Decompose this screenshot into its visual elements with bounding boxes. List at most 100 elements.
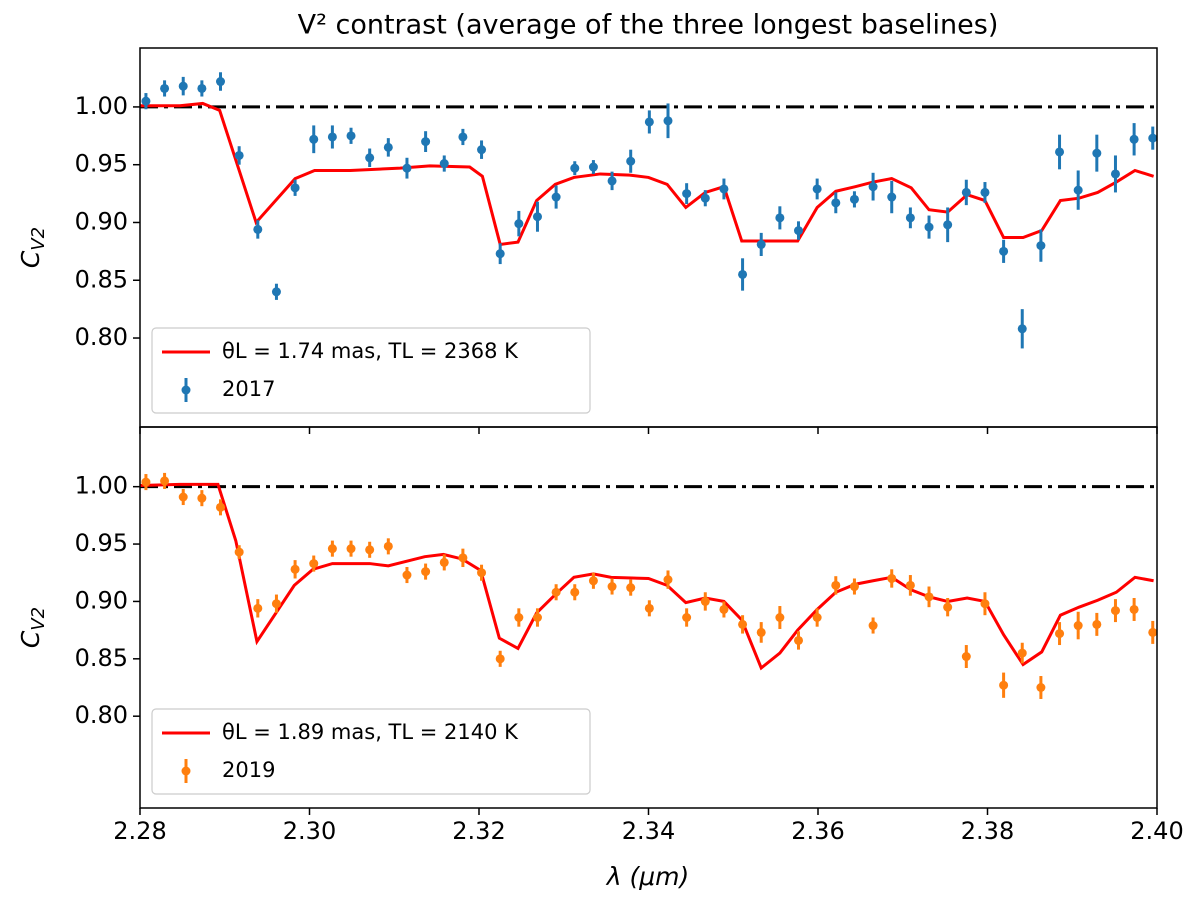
data-point [1129,604,1139,614]
data-point [197,83,207,93]
data-point [458,553,468,563]
data-point [644,117,654,127]
data-point [1073,621,1083,631]
data-point [1110,606,1120,616]
y-tick-label: 1.00 [75,472,128,500]
data-point [309,134,319,144]
axes-frame [139,426,1158,809]
legend-label: 2019 [222,758,275,782]
data-point [271,287,281,297]
data-point [178,81,188,91]
data-point [607,176,617,186]
data-point [458,132,468,142]
data-point [216,77,226,87]
data-point [980,187,990,197]
data-point [663,575,673,585]
data-point [514,613,524,622]
data-point [439,159,449,169]
data-point [271,599,281,609]
data-point [1110,169,1120,179]
data-point [868,182,878,192]
chart-title: V² contrast (average of the three longes… [298,10,999,41]
data-point [365,545,375,555]
data-point [141,477,151,487]
y-tick-label: 1.00 [75,92,128,120]
data-point [216,502,226,512]
data-point [290,564,300,574]
data-point [943,602,953,612]
data-point [700,193,710,203]
data-point [160,476,170,486]
data-point [477,568,487,578]
data-point [532,613,542,622]
x-axis-label: λ (μm) [605,862,690,891]
data-point [1148,133,1157,143]
y-label-main: C [16,630,45,648]
y-axis-label: CV2 [16,607,49,648]
data-point [495,654,505,664]
y-tick-label: 0.85 [75,265,128,293]
y-label-sub: V2 [28,227,49,251]
data-point [682,189,692,199]
x-tick-label: 2.28 [113,817,166,845]
data-point [253,603,263,613]
legend-box [151,327,591,414]
data-point [570,587,580,597]
legend-label: 2017 [222,377,275,401]
data-point [439,557,449,567]
x-tick-label: 2.34 [622,817,675,845]
y-tick-label: 0.80 [75,701,128,729]
data-point [775,213,785,223]
data-point [980,599,990,609]
data-point [943,220,953,230]
data-point [327,544,337,554]
data-point [234,547,244,557]
data-point [700,596,710,606]
data-point [253,224,263,234]
data-point [346,544,356,554]
data-point [514,219,524,229]
data-point [532,212,542,222]
x-tick-label: 2.38 [961,817,1014,845]
data-point [178,492,188,502]
data-point [924,222,934,232]
data-point [905,580,915,590]
data-point [719,604,729,614]
data-point [383,541,393,551]
data-point [831,198,841,208]
data-point [738,619,748,629]
y-tick-label: 0.95 [75,150,128,178]
data-point [421,137,431,147]
y-tick-label: 0.80 [75,323,128,351]
x-tick-label: 2.36 [791,817,844,845]
x-tick-label: 2.40 [1130,817,1183,845]
data-point [477,145,487,155]
data-point [551,192,561,202]
data-point [887,192,897,202]
data-point [346,131,356,141]
data-point [626,156,636,166]
data-point [570,163,580,173]
data-point [999,680,1009,690]
data-point [402,570,412,580]
legend-label: θL = 1.74 mas, TL = 2368 K [222,339,519,363]
data-point [961,652,971,662]
data-point [644,603,654,613]
data-point [794,226,804,236]
legend-marker [181,766,191,776]
data-point [1092,619,1102,629]
plot-area [140,472,1157,699]
data-point [1017,324,1027,334]
data-point [327,132,337,142]
data-point [1055,629,1065,639]
legend-marker [181,385,191,395]
data-point [1036,241,1046,251]
data-point [1017,648,1027,658]
y-label-main: C [16,250,45,268]
data-point [588,576,598,586]
data-point [160,83,170,93]
data-point [738,269,748,279]
y-label-sub: V2 [28,607,49,631]
data-point [868,621,878,631]
